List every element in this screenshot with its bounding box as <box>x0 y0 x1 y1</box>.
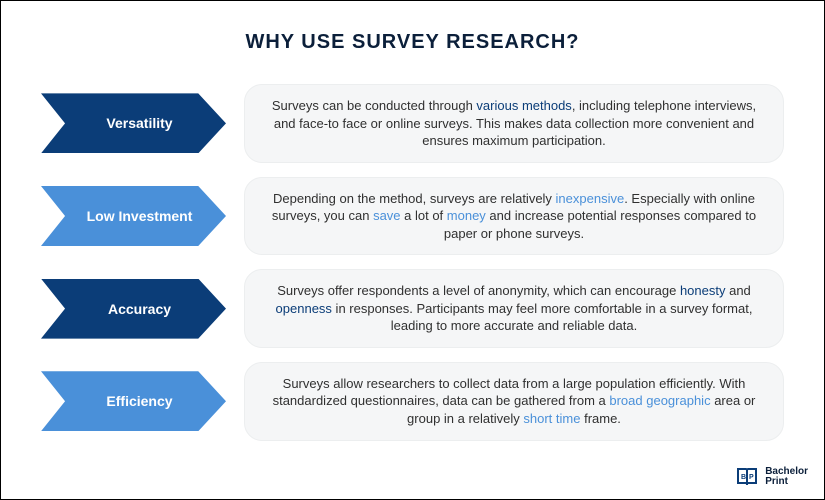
page-title: WHY USE SURVEY RESEARCH? <box>41 31 784 54</box>
row-description: Surveys offer respondents a level of ano… <box>244 269 784 348</box>
highlight-text: broad geographic <box>609 393 710 408</box>
body-text: Surveys offer respondents a level of ano… <box>277 283 680 298</box>
arrow-label: Accuracy <box>41 279 226 339</box>
row-description: Surveys allow researchers to collect dat… <box>244 362 784 441</box>
body-text: Depending on the method, surveys are rel… <box>273 191 556 206</box>
book-icon: B P <box>735 465 759 489</box>
svg-text:B: B <box>741 474 746 481</box>
highlight-text: inexpensive <box>556 191 625 206</box>
body-text: frame. <box>580 411 620 426</box>
highlight-text: honesty <box>680 283 726 298</box>
row: Efficiency Surveys allow researchers to c… <box>41 362 784 441</box>
row-description: Depending on the method, surveys are rel… <box>244 177 784 256</box>
svg-text:P: P <box>749 474 754 481</box>
logo-text: Bachelor Print <box>765 467 808 488</box>
body-text: in responses. Participants may feel more… <box>332 301 753 334</box>
row: Accuracy Surveys offer respondents a leve… <box>41 269 784 348</box>
body-text: and increase potential responses compare… <box>444 208 756 241</box>
arrow-label: Versatility <box>41 93 226 153</box>
highlight-text: various methods <box>476 98 571 113</box>
row: Low Investment Depending on the method, s… <box>41 177 784 256</box>
arrow-label: Efficiency <box>41 371 226 431</box>
row-description: Surveys can be conducted through various… <box>244 84 784 163</box>
logo-line2: Print <box>765 477 808 488</box>
row: Versatility Surveys can be conducted thro… <box>41 84 784 163</box>
highlight-text: short time <box>523 411 580 426</box>
arrow-label: Low Investment <box>41 186 226 246</box>
rows-container: Versatility Surveys can be conducted thro… <box>41 84 784 441</box>
body-text: a lot of <box>401 208 447 223</box>
highlight-text: openness <box>276 301 332 316</box>
body-text: Surveys can be conducted through <box>272 98 477 113</box>
highlight-text: money <box>447 208 486 223</box>
brand-logo: B P Bachelor Print <box>735 465 808 489</box>
highlight-text: save <box>373 208 400 223</box>
body-text: and <box>725 283 750 298</box>
